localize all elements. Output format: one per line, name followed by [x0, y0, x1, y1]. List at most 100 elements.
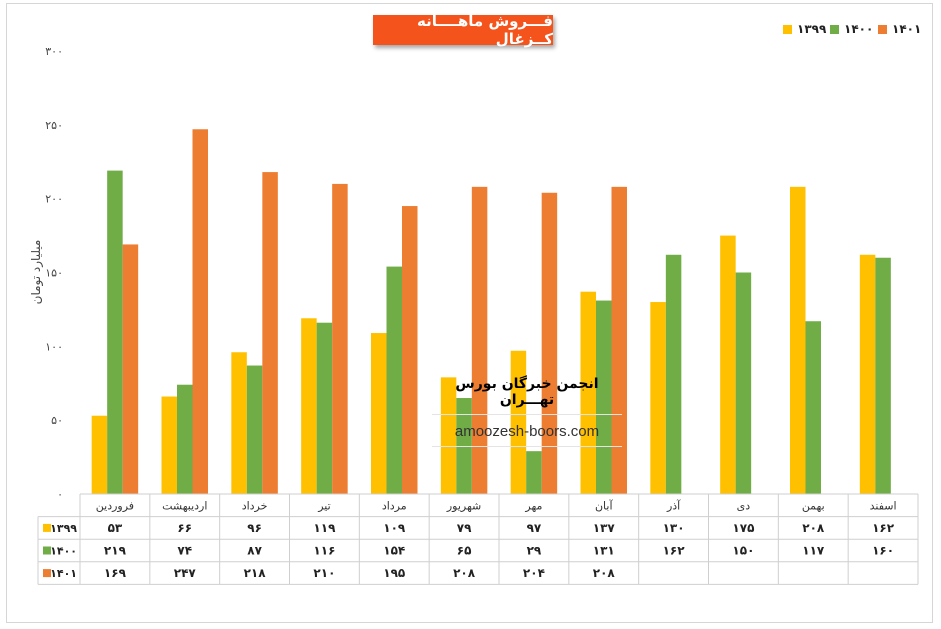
legend-swatch-1399	[783, 24, 792, 34]
table-cell-value: ۱۰۹	[383, 521, 406, 535]
category-label: دی	[737, 499, 751, 512]
bar-1-3	[316, 322, 333, 494]
bar-2-1	[192, 129, 208, 494]
table-cell-value: ۲۰۸	[802, 521, 825, 535]
bar-1-7	[596, 300, 612, 494]
legend-item-1401: ۱۴۰۱	[878, 22, 921, 36]
table-series-name: ۱۳۹۹	[50, 522, 77, 535]
table-cell-value: ۱۱۷	[802, 544, 825, 558]
table-cell-value: ۲۴۷	[174, 566, 197, 580]
bar-0-1	[161, 396, 177, 494]
table-cell-value: ۶۵	[457, 544, 472, 558]
bar-0-8	[650, 302, 666, 494]
bar-2-4	[402, 206, 418, 495]
table-cell-value: ۱۹۵	[383, 566, 405, 580]
table-cell-value: ۶۶	[177, 521, 192, 535]
bar-0-10	[790, 186, 806, 494]
y-axis-label: میلیارد تومان	[29, 240, 44, 305]
legend-label-1399: ۱۳۹۹	[797, 22, 827, 36]
category-label: تیر	[317, 499, 330, 512]
bar-0-5	[440, 377, 457, 494]
table-cell-value: ۲۱۰	[313, 566, 335, 580]
category-label: مرداد	[382, 499, 407, 512]
table-cell-value: ۷۴	[177, 544, 192, 558]
table-cell-value: ۵۳	[108, 521, 123, 535]
table-legend-swatch-0	[43, 523, 51, 532]
bar-1-11	[875, 257, 891, 494]
category-label: خرداد	[242, 499, 268, 512]
category-label: آذر	[666, 498, 681, 512]
category-label: اردیبهشت	[162, 499, 207, 512]
y-tick-label: ۲۰۰	[45, 193, 63, 206]
table-cell-value: ۱۱۶	[313, 544, 335, 558]
table-cell-value: ۲۰۴	[523, 566, 545, 580]
bar-0-3	[301, 318, 317, 494]
bar-1-1	[177, 384, 193, 494]
bar-2-0	[122, 244, 139, 494]
bar-1-0	[107, 170, 123, 495]
table-cell-value: ۱۶۰	[872, 544, 894, 558]
bar-2-2	[262, 172, 278, 494]
table-cell-value: ۱۵۴	[383, 544, 405, 558]
y-tick-label: ۱۵۰	[45, 267, 63, 280]
legend-label-1401: ۱۴۰۱	[892, 22, 922, 36]
bar-2-6	[541, 192, 558, 494]
table-legend-swatch-1	[43, 546, 51, 555]
y-tick-label: ۰	[57, 488, 63, 501]
table-cell-value: ۱۳۱	[593, 544, 615, 558]
table-cell-value: ۱۶۹	[104, 566, 127, 580]
bar-0-4	[371, 333, 387, 494]
legend-item-1400: ۱۴۰۰	[830, 22, 873, 36]
watermark: انجمن خبرگان بورس تهـــران amoozesh-boor…	[432, 376, 622, 447]
category-label: مهر	[524, 499, 542, 512]
category-label: بهمن	[802, 499, 825, 512]
bar-2-5	[471, 186, 488, 494]
legend-item-1399: ۱۳۹۹	[783, 22, 826, 36]
legend-swatch-1401	[878, 24, 887, 34]
table-cell-value: ۸۷	[247, 544, 262, 558]
table-cell-value: ۱۶۲	[872, 521, 895, 535]
table-cell-value: ۲۰۸	[593, 566, 616, 580]
bar-1-9	[735, 272, 752, 494]
bar-2-7	[611, 186, 627, 494]
table-cell-value: ۲۹	[527, 544, 542, 558]
category-label: شهریور	[446, 499, 481, 512]
table-series-name: ۱۴۰۰	[50, 545, 77, 558]
legend-swatch-1400	[830, 24, 839, 34]
y-tick-label: ۵۰	[51, 414, 63, 427]
bar-0-7	[580, 291, 596, 494]
table-cell-value: ۷۹	[457, 521, 472, 535]
table-cell-value: ۲۱۸	[244, 566, 267, 580]
table-series-name: ۱۴۰۱	[50, 567, 77, 580]
y-tick-label: ۲۵۰	[45, 119, 63, 132]
table-cell-value: ۲۰۸	[453, 566, 476, 580]
bar-0-6	[510, 350, 527, 494]
bar-0-2	[231, 352, 247, 494]
table-cell-value: ۱۷۵	[732, 521, 754, 535]
chart-title: فـــروش ماهــــانه کــزغال	[373, 12, 553, 48]
bar-1-8	[665, 254, 682, 494]
watermark-url: amoozesh-boors.com	[432, 415, 622, 447]
category-label: اسفند	[870, 499, 897, 512]
y-tick-label: ۳۰۰	[45, 45, 63, 58]
bar-0-11	[859, 254, 876, 494]
bar-2-3	[332, 183, 348, 494]
bar-1-10	[805, 321, 821, 494]
table-cell-value: ۹۶	[247, 521, 262, 535]
bar-0-9	[720, 235, 736, 495]
y-tick-label: ۱۰۰	[45, 340, 63, 353]
table-cell-value: ۱۳۷	[593, 521, 616, 535]
table-cell-value: ۹۷	[527, 521, 542, 535]
legend-label-1400: ۱۴۰۰	[844, 22, 874, 36]
table-cell-value: ۱۶۲	[663, 544, 686, 558]
bar-1-6	[526, 451, 542, 494]
table-cell-value: ۱۳۰	[663, 521, 685, 535]
table-cell-value: ۱۱۹	[313, 521, 336, 535]
bar-1-2	[246, 365, 263, 494]
category-label: آبان	[595, 498, 613, 512]
category-label: فروردین	[96, 499, 134, 512]
table-cell-value: ۱۵۰	[732, 544, 754, 558]
bar-0-0	[91, 415, 108, 494]
watermark-title: انجمن خبرگان بورس تهـــران	[432, 376, 622, 415]
